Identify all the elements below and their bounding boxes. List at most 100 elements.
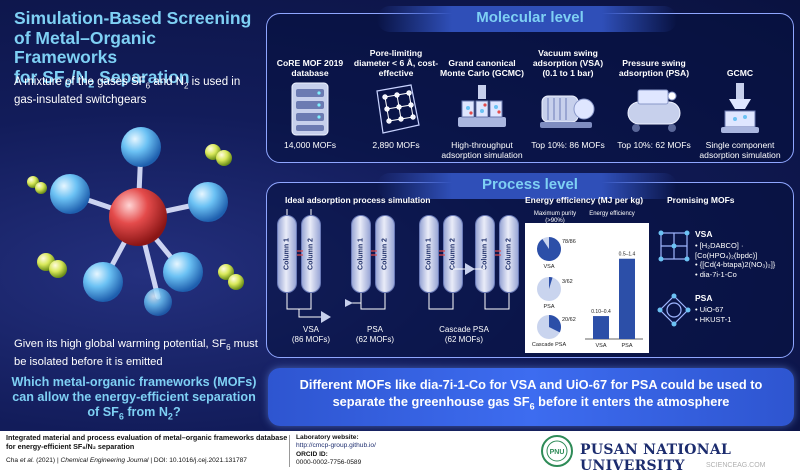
column-1: Column 1 [277,215,297,293]
step-heading: CoRE MOF 2019 database [276,58,344,78]
energy-efficiency-title: Energy efficiency (MJ per kg) [525,195,644,205]
step-pore-limiting-diameter: Pore-limiting diameter < 6 Å, cost-effec… [353,36,439,150]
main-title: Simulation-Based Screening of Metal–Orga… [14,8,259,95]
step-psa: Pressure swing adsorption (PSA) Top 10%:… [611,36,697,150]
gwp-statement: Given its high global warming potential,… [14,338,258,369]
psa-process: Column 1 Column 2 PSA (62 MOFs) [345,209,415,353]
nitrogen-molecule [27,176,47,194]
column-1: Column 1 [351,215,371,293]
footer: Integrated material and process evaluati… [0,431,800,471]
watermark: SCIENCEAG.COM [706,462,766,469]
ideal-process-title: Ideal adsorption process simulation [285,195,431,205]
step-heading: Grand canonical Monte Carlo (GCMC) [439,58,525,78]
single-component-icon [697,80,783,138]
vsa-mof-list: • [H₂DABCO] · [Co(HPO₄)₂(bpdc)] • {[Cd(4… [695,241,776,279]
fluorine-atom [144,288,172,316]
energy-bar [593,316,609,339]
citation: Cha et al. (2021) | Chemical Engineering… [6,457,247,464]
step-vsa: Vacuum swing adsorption (VSA) (0.1 to 1 … [525,36,611,150]
pie-fraction-label: 3/62 [562,279,573,285]
step-heading: Vacuum swing adsorption (VSA) (0.1 to 1 … [532,48,604,78]
fluorine-atom [83,262,123,302]
sf6-molecule-illustration [27,127,244,316]
paper-title: Integrated material and process evaluati… [6,433,288,451]
lab-website-label: Laboratory website: [296,434,359,441]
fluorine-atom [163,252,203,292]
bar-label: PSA [621,343,632,349]
step-core-mof-database: CoRE MOF 2019 database 14,000 MOFs [267,36,353,150]
vsa-flow-lines [286,209,331,323]
vacuum-pump-icon [525,80,611,138]
bar-range-label: 0.5–1.4 [619,252,636,258]
step-heading: GCMC [726,68,754,78]
molecular-level-title: Molecular level [476,9,584,26]
fluorine-atom [188,182,228,222]
crystal-lattice-icon [353,80,439,138]
research-question: Which metal-organic frameworks (MOFs) ca… [11,375,257,422]
intro-text: A mixture of the gases SF6 and N2 is use… [14,76,241,107]
energy-efficiency-label: Energy efficiency [589,211,635,217]
step-result: Single component adsorption simulation [699,140,781,160]
column-2: Column 2 [375,215,395,293]
pie-label: PSA [543,304,554,310]
column-1: Column 1 [419,215,439,293]
orcid-value: 0000-0002-7756-0589 [296,459,362,466]
fluorine-atom [121,127,161,167]
column-1: Column 1 [475,215,495,293]
orcid-label: ORCID ID: [296,451,328,458]
cascade-psa-process: Column 1 Column 2 Column 1 Column 2 Casc… [413,209,523,353]
title-line-3: for SF6/N2 Separation [14,66,190,90]
title-line-1: Simulation-Based Screening [14,8,252,28]
step-heading: Pressure swing adsorption (PSA) [618,58,690,78]
energy-efficiency-chart: Maximum purity (>90%) Energy efficiency … [525,209,649,353]
step-heading: Pore-limiting diameter < 6 Å, cost-effec… [353,48,439,78]
lab-website-link[interactable]: http://cmcp-group.github.io/ [296,442,376,449]
bar-label: VSA [595,343,606,349]
step-result: 14,000 MOFs [283,140,337,150]
university-name: PUSAN NATIONAL UNIVERSITY [580,442,732,471]
pie-slice [537,237,561,261]
svg-text:PNU: PNU [550,449,565,456]
vsa-process: Column 1 Column 2 VSA (86 MOFs) [271,209,347,353]
step-result: Top 10%: 86 MOFs [531,140,605,150]
step-result: High-throughput adsorption simulation [441,140,523,160]
column-2: Column 2 [499,215,519,293]
pie-fraction-label: 20/62 [562,317,576,323]
psa-caption: PSA (62 MOFs) [355,325,395,344]
psa-flow-lines [345,250,386,310]
pie-fraction-label: 78/86 [562,239,576,245]
title-line-2: of Metal–Organic Frameworks [14,27,156,67]
fluorine-atom [50,174,90,214]
pie-label: Cascade PSA [532,342,567,348]
max-purity-label: Maximum purity (>90%) [533,211,577,224]
energy-bar [619,258,635,339]
column-2: Column 2 [443,215,463,293]
step-result: Top 10%: 62 MOFs [617,140,691,150]
nitrogen-molecule [37,253,67,278]
process-level-bar [377,173,677,199]
psa-mof-list: • UiO-67 • HKUST-1 [695,305,732,324]
nitrogen-molecule [218,264,244,290]
cascade-caption: Cascade PSA (62 MOFs) [439,325,489,344]
pie-label: VSA [543,264,554,270]
sulfur-atom [109,188,167,246]
promising-mofs-title: Promising MOFs [667,195,735,205]
pie-slice [549,277,553,289]
pie-slice [549,315,561,333]
vsa-mof-structure-icon [658,230,690,262]
promising-mofs: VSA • [H₂DABCO] · [Co(HPO₄)₂(bpdc)] • {[… [655,209,791,353]
psa-mof-structure-icon [657,293,691,327]
bar-range-label: 0.10–0.4 [591,309,611,315]
step-gcmc: Grand canonical Monte Carlo (GCMC) High-… [439,36,525,160]
step-result: 2,890 MOFs [372,140,420,150]
compressor-icon [611,80,697,138]
conclusion-banner: Different MOFs like dia-7i-1-Co for VSA … [268,368,794,426]
cascade-flow-lines [428,250,510,310]
process-level-panel: Process level Ideal adsorption process s… [266,173,794,358]
university-seal-icon: PNU [541,435,573,467]
database-icon [267,80,353,138]
psa-group-title: PSA [695,293,713,303]
efficiency-graphics: 78/86 VSA 3/62 PSA 20/62 Cascade PSA 0.10–0.4 V… [525,223,649,353]
step-single-gcmc: GCMC Single component adsorption simulat… [697,36,783,160]
